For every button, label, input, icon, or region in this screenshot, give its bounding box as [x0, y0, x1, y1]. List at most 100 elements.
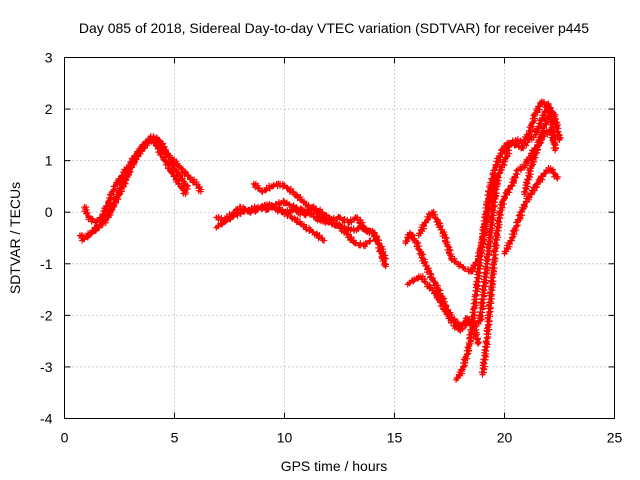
data-point — [169, 170, 185, 190]
data-point — [475, 340, 482, 347]
data-point — [478, 339, 491, 378]
data-point — [136, 136, 152, 154]
data-point — [406, 229, 421, 246]
x-tick-label: 15 — [387, 430, 403, 446]
series-arc-9 — [404, 273, 483, 347]
data-point — [321, 237, 328, 244]
x-tick-label: 10 — [277, 430, 293, 446]
data-point — [556, 137, 563, 144]
data-point — [310, 206, 325, 220]
data-point — [455, 260, 467, 271]
data-point — [219, 211, 234, 224]
data-point — [482, 205, 497, 267]
data-point — [499, 147, 513, 169]
data-point — [433, 291, 448, 313]
data-point — [478, 188, 493, 241]
data-point — [552, 121, 559, 128]
data-point — [105, 183, 118, 205]
data-point — [184, 173, 200, 186]
data-point — [367, 237, 374, 244]
data-point — [325, 218, 343, 229]
data-point — [160, 155, 175, 176]
series-arc-15 — [520, 108, 559, 198]
data-point — [246, 206, 260, 216]
x-tick-label: 5 — [171, 430, 179, 446]
data-point — [547, 108, 559, 127]
data-point — [526, 146, 541, 172]
data-point — [382, 255, 389, 262]
data-point — [375, 240, 389, 262]
series-arc-11 — [453, 100, 559, 383]
data-point — [547, 165, 561, 180]
data-point — [552, 142, 559, 149]
data-point — [552, 147, 559, 154]
data-point — [534, 170, 548, 187]
y-tick-label: -4 — [40, 411, 53, 427]
data-point — [415, 219, 430, 239]
data-point — [465, 292, 480, 350]
data-point — [434, 219, 449, 241]
data-point — [527, 181, 540, 198]
data-point — [182, 191, 189, 198]
grid-lines — [64, 57, 615, 419]
data-point — [145, 136, 159, 146]
data-point — [276, 180, 291, 192]
y-tick-label: -3 — [40, 359, 53, 375]
data-point — [111, 172, 126, 190]
data-point — [184, 186, 191, 193]
data-point — [164, 152, 181, 168]
x-axis-label: GPS time / hours — [281, 458, 388, 474]
data-point — [507, 219, 521, 244]
data-point — [127, 147, 143, 167]
series-arc-6 — [250, 180, 389, 262]
data-point — [441, 235, 455, 262]
data-point — [476, 260, 491, 324]
data-point — [514, 202, 528, 226]
data-point — [413, 239, 427, 261]
y-tick-label: 1 — [45, 153, 53, 169]
data-point — [538, 98, 550, 109]
data-point — [292, 216, 309, 231]
data-point — [263, 201, 278, 211]
series-arc-13 — [501, 164, 561, 257]
data-points — [76, 98, 564, 383]
data-point — [471, 236, 487, 298]
data-point — [534, 124, 548, 151]
series-arc-12 — [478, 126, 559, 378]
data-point — [487, 241, 500, 293]
data-point — [426, 271, 441, 292]
data-point — [525, 112, 539, 138]
data-point — [496, 195, 509, 216]
data-point — [358, 224, 374, 237]
y-axis-label: SDTVAR / TECUs — [7, 182, 23, 294]
data-point — [347, 223, 365, 234]
data-point — [520, 191, 535, 208]
data-point — [290, 205, 308, 218]
y-tick-label: -2 — [40, 307, 53, 323]
data-point — [153, 139, 170, 158]
x-tick-label: 0 — [61, 430, 69, 446]
x-tick-label: 20 — [497, 430, 513, 446]
data-point — [501, 237, 515, 257]
series-arc-3 — [81, 136, 205, 226]
data-point — [458, 344, 473, 373]
data-point — [507, 167, 521, 190]
data-point — [382, 263, 389, 270]
chart-title: Day 085 of 2018, Sidereal Day-to-day VTE… — [79, 20, 589, 36]
series-arc-7 — [272, 206, 328, 244]
y-tick-label: 2 — [45, 101, 53, 117]
series-arc-5 — [213, 201, 389, 270]
data-point — [175, 162, 192, 179]
data-point — [501, 183, 515, 200]
data-point — [492, 163, 505, 185]
data-point — [419, 255, 434, 277]
y-tick-label: 3 — [45, 50, 53, 66]
data-point — [303, 201, 315, 212]
y-tick-label: 0 — [45, 204, 53, 220]
data-point — [237, 204, 251, 215]
data-point — [294, 193, 309, 208]
data-point — [417, 273, 432, 288]
data-point — [531, 117, 545, 138]
axis-ticks: 0 5 10 15 20 25 -4 -3 -2 -1 0 1 2 3 — [40, 50, 622, 446]
